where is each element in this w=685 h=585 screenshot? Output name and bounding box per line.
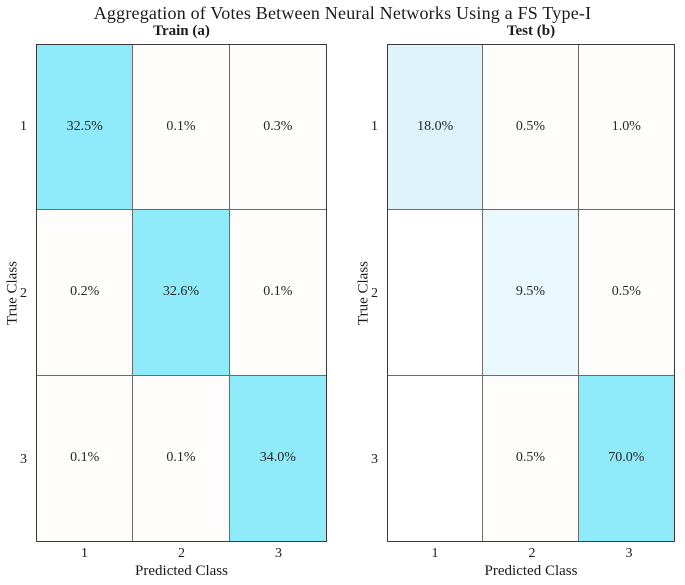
matrix-cell: 0.3% [229,45,326,211]
matrix-cell: 32.5% [37,45,134,211]
matrix-cell: 0.1% [133,375,230,541]
train-xtick-2: 2 [178,546,185,561]
matrix-cell [388,210,484,376]
train-ytick-3: 3 [20,452,27,467]
cell-value: 32.5% [66,119,103,135]
cell-value: 0.1% [166,119,196,135]
matrix-cell: 0.2% [37,210,134,376]
cell-value: 32.6% [162,284,200,300]
matrix-cell: 0.1% [229,210,326,376]
figure-title: Aggregation of Votes Between Neural Netw… [93,3,592,23]
test-subtitle: Test (b) [506,23,556,39]
cell-value: 0.5% [515,450,546,466]
test-confusion-matrix: 18.0% 0.5% 1.0% 9.5% 0.5% 0.5% 70.0% [387,44,675,542]
test-ytick-1: 1 [371,119,378,134]
train-subtitle: Train (a) [153,23,210,39]
test-x-axis-label: Predicted Class [484,563,578,579]
matrix-cell: 34.0% [229,375,326,541]
train-x-axis-label: Predicted Class [135,563,228,579]
matrix-cell: 1.0% [578,45,674,211]
test-xtick-1: 1 [431,546,439,561]
matrix-cell: 0.5% [483,375,579,541]
matrix-cell: 18.0% [388,45,484,211]
test-ytick-2: 2 [371,286,378,301]
cell-value: 0.2% [70,284,100,300]
cell-value: 0.3% [263,119,293,135]
cell-value: 70.0% [608,450,645,466]
cell-value: 0.5% [611,284,641,300]
cell-value: 0.1% [70,450,100,466]
matrix-cell: 0.1% [37,375,134,541]
train-ytick-2: 2 [20,286,27,301]
matrix-cell [388,375,484,541]
matrix-cell: 70.0% [578,375,674,541]
train-xtick-3: 3 [275,546,282,561]
train-confusion-matrix: 32.5% 0.1% 0.3% 0.2% 32.6% 0.1% 0.1% 0.1… [36,44,327,542]
train-panel: Train (a) True Class 1 2 3 32.5% 0.1% 0.… [5,23,327,579]
matrix-cell: 0.5% [483,45,579,211]
cell-value: 34.0% [259,450,296,466]
cell-value: 1.0% [611,119,641,135]
cell-value: 0.1% [166,450,196,466]
test-xtick-3: 3 [625,546,633,561]
train-ytick-1: 1 [20,119,27,134]
cell-value: 9.5% [515,284,546,300]
train-xtick-1: 1 [81,546,88,561]
test-xtick-2: 2 [528,546,536,561]
cell-value: 0.1% [263,284,293,300]
matrix-cell: 9.5% [483,210,579,376]
cell-value: 18.0% [417,119,454,135]
matrix-cell: 32.6% [133,210,230,376]
test-ytick-3: 3 [371,452,378,467]
cell-value: 0.5% [515,119,546,135]
test-panel: Test (b) True Class 1 2 3 18.0% 0.5% 1.0… [351,0,685,585]
matrix-cell: 0.1% [133,45,230,211]
matrix-cell: 0.5% [578,210,674,376]
